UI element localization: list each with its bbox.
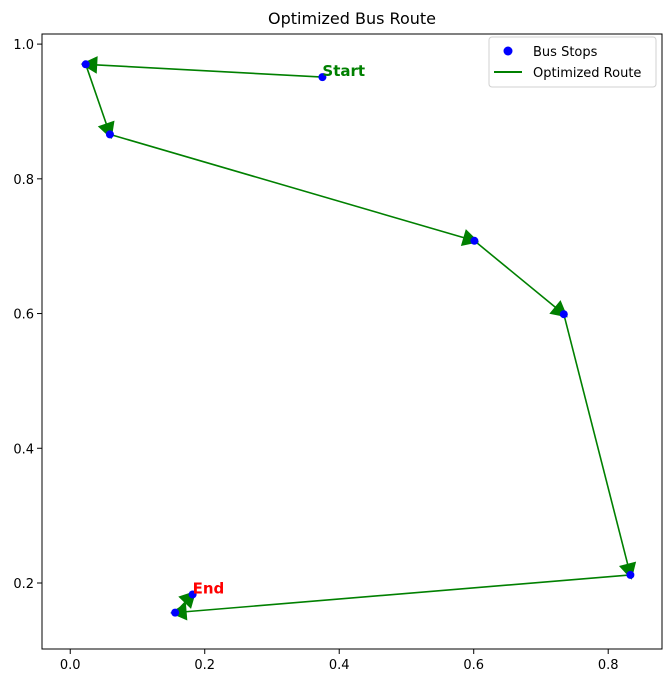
bus-stop-point: [105, 130, 114, 139]
route-segment: [94, 63, 323, 78]
x-tick-label: 0.4: [329, 658, 350, 673]
route-segment: [184, 574, 631, 613]
y-tick-label: 0.6: [13, 308, 34, 323]
x-tick-label: 0.6: [463, 658, 484, 673]
bus-stop-point: [626, 570, 635, 579]
bus-stop-point: [188, 590, 197, 599]
route-layer: [80, 56, 637, 621]
plot-frame: [41, 33, 663, 650]
bus-stop-point: [171, 608, 180, 617]
legend-route-label: Optimized Route: [533, 66, 641, 81]
x-tick-label: 0.8: [598, 658, 619, 673]
bus-stop-point: [81, 60, 90, 69]
route-segment: [84, 64, 108, 127]
start-label: Start: [322, 62, 365, 80]
bus-stop-point: [559, 310, 568, 319]
legend-bus-stops-label: Bus Stops: [533, 45, 598, 60]
axes: 0.0 0.2 0.4 0.6 0.8 0.2 0.4 0.6 0.8 1.0: [13, 33, 663, 673]
legend-bus-stops-marker: [503, 46, 513, 56]
x-tick-label: 0.2: [194, 658, 215, 673]
y-tick-label: 0.2: [13, 577, 34, 592]
annotations: Start End: [193, 62, 365, 597]
route-segment: [473, 240, 558, 310]
legend: Bus Stops Optimized Route: [488, 36, 657, 88]
bus-stop-point: [470, 236, 479, 245]
x-tick-label: 0.0: [60, 658, 81, 673]
end-label: End: [193, 579, 225, 597]
route-segment: [563, 314, 629, 567]
y-tick-label: 0.4: [13, 442, 34, 457]
stops-layer: [81, 60, 635, 617]
route-segment: [109, 133, 466, 240]
bus-stop-point: [318, 73, 327, 82]
chart-title: Optimized Bus Route: [268, 9, 436, 28]
legend-box: [488, 36, 657, 88]
y-tick-label: 1.0: [13, 38, 34, 53]
y-tick-label: 0.8: [13, 173, 34, 188]
